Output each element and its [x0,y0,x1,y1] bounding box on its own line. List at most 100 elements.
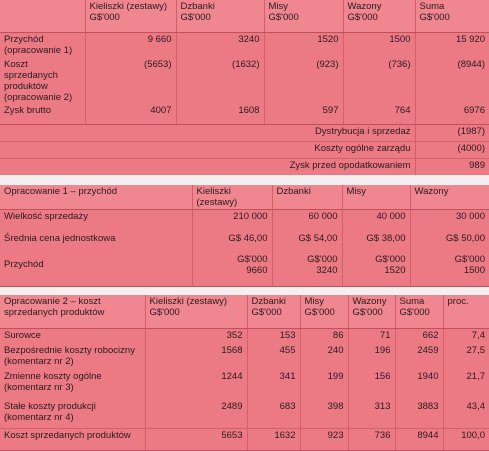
cell-text: (923) [316,59,339,70]
cell-text: 352 [226,329,243,341]
cell-text: Kieliszki (zestawy) [196,186,238,208]
table-cell: Średnia cena jednostkowa [0,231,193,246]
table-cell: (736) [343,58,416,104]
cell-text: 30 000 [455,211,485,222]
table-row: Średnia cena jednostkowa G$ 46,00 G$ 54,00… [0,231,489,246]
table-cell: 71 [348,328,396,344]
table-cell: 662 [395,328,444,344]
cell-text: (4000) [457,142,485,154]
cell-text: G$ 50,00 [445,232,485,244]
table-cell: 1244 [145,370,248,400]
cell-text: G$'000 [237,253,268,265]
table-cell: Dzbanki G$'000 [176,0,265,33]
table-row: Koszt sprzedanych produktów (opracowanie… [0,58,489,104]
cell-text: Kieliszki (zestawy) [89,1,168,12]
table-cell: Opracowanie 1 – przychód [0,185,193,210]
table-cell: Stałe koszty produkcji (komentarz nr 4) [0,400,146,428]
table-cell: Zysk brutto [0,104,86,125]
cell-text: 1940 [417,371,439,382]
cell-text: Koszt sprzedanych produktów [4,429,131,441]
table-cell: 7,4 [443,328,489,344]
table-cell: (8944) [415,58,489,104]
cell-text: (1987) [457,125,485,137]
cell-text: 100,0 [461,429,485,441]
cell-text: Misy [268,1,289,12]
table-cell: Misy G$'000 [264,0,344,33]
table-cell: 100,0 [443,427,489,451]
cell-text: 1632 [274,429,296,441]
cell-text: 3883 [417,401,439,412]
table-cell: G$ 54,00 [272,231,343,246]
cell-text: 9660 [246,264,268,276]
table-cell: 1500 [343,32,416,58]
cell-text: 1500 [389,33,411,45]
table-cell: Kieliszki (zestawy) [192,185,273,210]
cell-text: 43,4 [466,401,486,412]
cell-text: 597 [322,105,339,116]
table-cell: 1940 [395,370,444,400]
table-cell: Surowce [0,328,146,344]
cell-text: Przychód (opracowanie 1) [4,33,73,56]
table-cell: 199 [300,370,349,400]
cell-text: G$'000 [307,253,338,265]
cell-text: Misy [346,186,367,197]
cell-text: G$ 46,00 [228,232,268,244]
cell-text: G$'000 [375,253,406,265]
cell-text: G$'000 [149,307,180,318]
cell-text: 1608 [238,105,260,116]
table-row: Dystrybucja i sprzedaż (1987) [0,123,489,141]
table-cell: (1987) [415,123,489,141]
table-row: Stałe koszty produkcji (komentarz nr 4) 2… [0,400,489,428]
table-cell: proc. [443,295,489,329]
cell-text: proc. [447,296,469,307]
revenue-table: Opracowanie 1 – przychód Kieliszki (zesta… [0,185,489,287]
table-cell: Koszt sprzedanych produktów (opracowanie… [0,58,86,104]
table-cell: G$'000 3240 [272,245,343,287]
table-cell: Kieliszki (zestawy) G$'000 [85,0,177,33]
table-row: Opracowanie 2 – koszt sprzedanych produk… [0,295,489,329]
cell-text: 2459 [417,345,439,356]
cell-text: 1244 [221,371,243,382]
table-cell: G$'000 1500 [410,245,489,287]
cell-text: 40 000 [376,211,406,222]
table-cell: 5653 [145,427,248,451]
cell-text: 199 [327,371,344,382]
table-cell: 43,4 [443,400,489,428]
cell-text: 662 [422,329,439,341]
cell-text: Koszty ogólne zarządu [314,142,411,154]
cell-text: 4007 [150,105,172,116]
table-row: Kieliszki (zestawy) G$'000 Dzbanki G$'000 Mi… [0,0,489,33]
cell-text: 1568 [221,345,243,356]
cell-text: Dzbanki [251,296,286,307]
cell-text: Bezpośrednie koszty robocizny (komentarz… [4,345,135,367]
table-cell: 597 [264,104,344,125]
cell-text: 5653 [221,429,243,441]
cell-text: G$'000 [180,12,211,23]
cell-text: 1520 [384,264,406,276]
table-cell: 3883 [395,400,444,428]
cell-text: Suma [399,296,425,307]
table-cell: Bezpośrednie koszty robocizny (komentarz… [0,344,146,370]
table-cell: 1568 [145,344,248,370]
cell-text: Misy [304,296,325,307]
table-cell: Kieliszki (zestawy) G$'000 [145,295,248,329]
table-cell: 352 [145,328,248,344]
table-cell: 313 [348,400,396,428]
cell-text: 923 [327,429,344,441]
cell-text: 156 [374,371,391,382]
cell-text: 7,4 [471,329,485,341]
table-cell: 156 [348,370,396,400]
cell-text: 3240 [316,264,338,276]
cell-text: 9 660 [147,33,172,45]
table-cell: 153 [247,328,301,344]
table-cell: 3240 [176,32,265,58]
table-cell: Dystrybucja i sprzedaż [0,123,416,141]
cell-text: Stałe koszty produkcji (komentarz nr 4) [4,401,96,423]
cell-text: 8944 [417,429,439,441]
cell-text: 341 [279,371,296,382]
table-cell: 240 [300,344,349,370]
table-cell: 27,5 [443,344,489,370]
cell-text: G$'000 [89,12,120,23]
cell-text: G$'000 [399,307,430,318]
